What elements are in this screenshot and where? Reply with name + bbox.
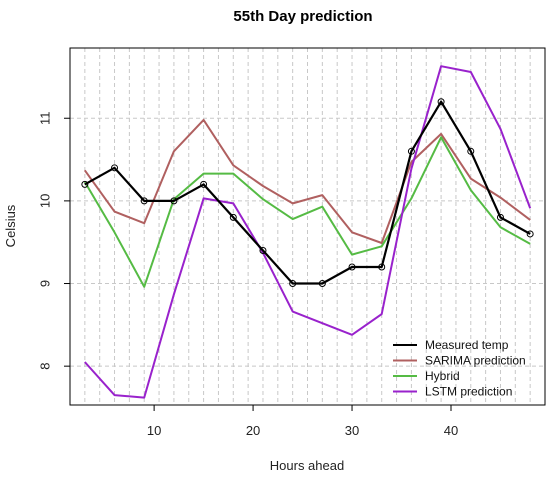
series-line-sarima-prediction	[83, 118, 531, 244]
data-point-measured-temp	[467, 147, 475, 155]
data-point-measured-temp	[378, 263, 386, 271]
data-point-measured-temp	[437, 98, 445, 106]
y-axis-label: Celsius	[3, 204, 18, 247]
data-point-measured-temp	[140, 197, 148, 205]
legend-label-hybrid: Hybrid	[425, 369, 460, 383]
series-line-hybrid	[83, 136, 531, 288]
legend-label-sarima-prediction: SARIMA prediction	[425, 354, 526, 368]
series-line-lstm-prediction	[84, 65, 532, 399]
x-tick-label: 10	[147, 423, 161, 438]
data-point-measured-temp	[200, 180, 208, 188]
data-point-measured-temp	[111, 164, 119, 172]
series-layer	[81, 65, 534, 399]
series-line-measured-temp	[84, 100, 531, 285]
x-tick-label: 30	[345, 423, 359, 438]
chart-title: 55th Day prediction	[233, 8, 372, 25]
x-tick-label: 20	[246, 423, 260, 438]
data-point-measured-temp	[318, 280, 326, 288]
data-point-measured-temp	[170, 197, 178, 205]
data-point-measured-temp	[81, 180, 89, 188]
legend-label-lstm-prediction: LSTM prediction	[425, 385, 512, 399]
data-point-measured-temp	[289, 280, 297, 288]
data-point-measured-temp	[526, 230, 534, 238]
x-axis-label: Hours ahead	[270, 458, 344, 473]
y-tick-label: 8	[37, 363, 52, 370]
x-tick-label: 40	[444, 423, 458, 438]
data-point-measured-temp	[259, 246, 267, 254]
data-point-measured-temp	[407, 147, 415, 155]
y-tick-label: 10	[37, 194, 52, 208]
plot-frame	[69, 47, 546, 406]
data-point-measured-temp	[348, 263, 356, 271]
y-tick-label: 9	[37, 280, 52, 287]
legend-label-measured-temp: Measured temp	[425, 338, 509, 352]
y-tick-label: 11	[37, 111, 52, 125]
data-point-measured-temp	[496, 213, 504, 221]
x-axis: 10 20 30 40	[147, 405, 458, 438]
data-point-measured-temp	[229, 213, 237, 221]
y-axis: 8 9 10 11	[37, 111, 70, 370]
